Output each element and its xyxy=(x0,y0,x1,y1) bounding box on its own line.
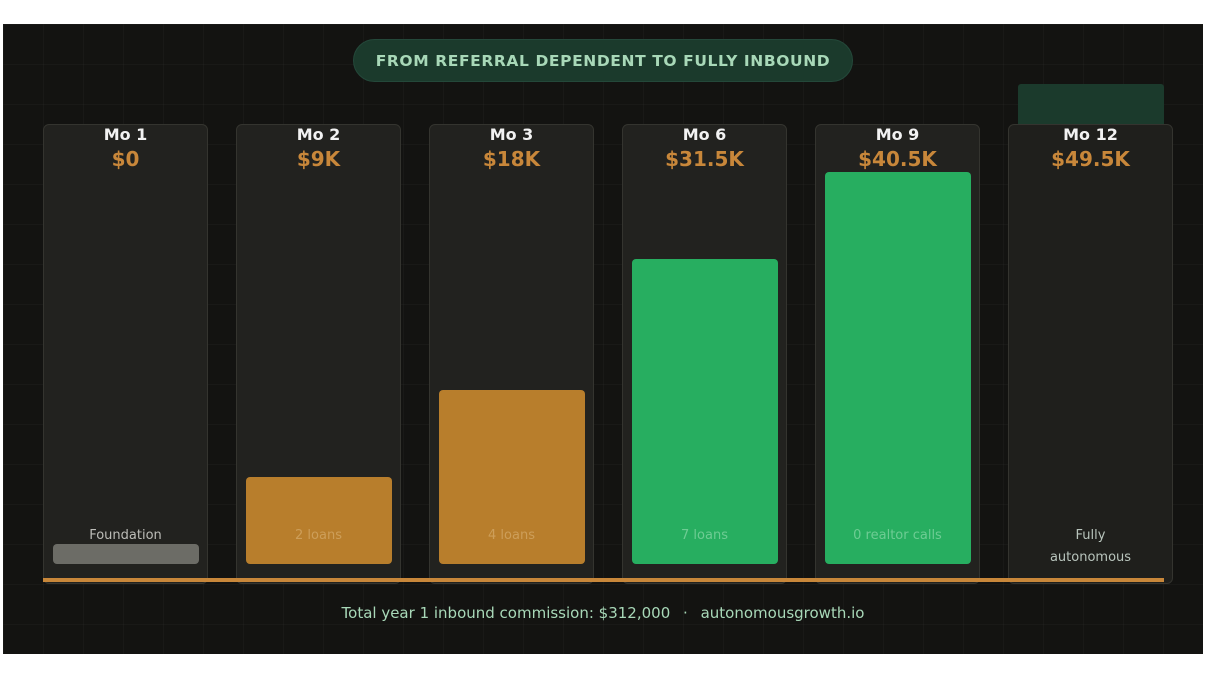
footer-total: Total year 1 inbound commission: $312,00… xyxy=(341,604,671,622)
footer-separator: · xyxy=(683,604,688,622)
category-label: Mo 1 xyxy=(103,125,148,144)
value-label: $0 xyxy=(111,147,140,171)
category-label: Mo 9 xyxy=(875,125,920,144)
column-mo-12 xyxy=(1008,124,1173,584)
category-label: Mo 6 xyxy=(682,125,727,144)
bar-label: 7 loans xyxy=(622,525,787,547)
bar-label-text: Foundation xyxy=(89,528,162,543)
chart-frame: FROM REFERRAL DEPENDENT TO FULLY INBOUND… xyxy=(3,24,1203,654)
bar-mo-2 xyxy=(246,477,392,564)
bar-label: 2 loans xyxy=(236,525,401,547)
bar-label-text: 7 loans xyxy=(681,528,728,543)
footer-site: autonomousgrowth.io xyxy=(700,604,865,622)
category-label: Mo 2 xyxy=(296,125,341,144)
column-mo-1 xyxy=(43,124,208,584)
bar-mo-6 xyxy=(632,259,778,564)
bar-label: Foundation xyxy=(43,525,208,547)
value-label: $31.5K xyxy=(665,147,744,171)
bar-label-text: 4 loans xyxy=(488,528,535,543)
bar-label: 4 loans xyxy=(429,525,594,547)
bar-mo-3 xyxy=(439,390,585,564)
value-label: $18K xyxy=(482,147,541,171)
value-label: $40.5K xyxy=(858,147,937,171)
chart-title: FROM REFERRAL DEPENDENT TO FULLY INBOUND xyxy=(353,39,853,82)
bar-label-text: 0 realtor calls xyxy=(853,528,942,543)
baseline xyxy=(43,578,1164,582)
footer: Total year 1 inbound commission: $312,00… xyxy=(3,604,1203,622)
bar-mo-9 xyxy=(825,172,971,564)
bar-mo-1 xyxy=(53,544,199,564)
value-label: $49.5K xyxy=(1051,147,1130,171)
category-label: Mo 12 xyxy=(1063,125,1118,144)
bar-label: Fully autonomous xyxy=(1008,525,1173,569)
bar-label: 0 realtor calls xyxy=(815,525,980,547)
bar-label-text: 2 loans xyxy=(295,528,342,543)
category-label: Mo 3 xyxy=(489,125,534,144)
bar-label-text: Fully autonomous xyxy=(1049,528,1132,565)
value-label: $9K xyxy=(296,147,341,171)
